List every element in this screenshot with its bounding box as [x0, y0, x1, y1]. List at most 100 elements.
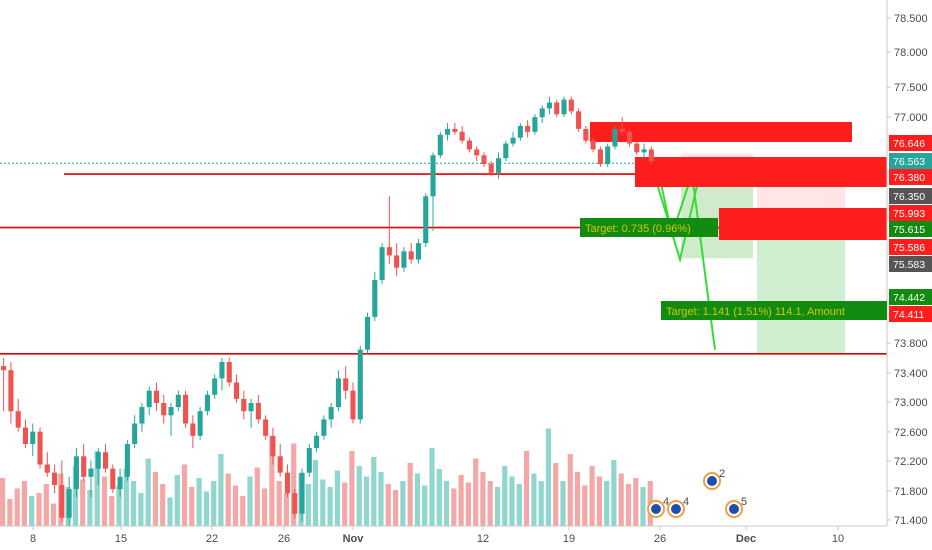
- price-tag: [889, 188, 932, 204]
- projection-path[interactable]: [659, 173, 716, 350]
- candle-body: [532, 117, 538, 132]
- volume-bar: [640, 487, 646, 526]
- volume-bar: [276, 481, 282, 526]
- event-badge[interactable]: 4: [647, 496, 669, 518]
- volume-bar: [80, 479, 86, 526]
- candle-body: [401, 251, 407, 268]
- volume-bar: [422, 485, 428, 526]
- candle-body: [423, 196, 429, 244]
- volume-bar: [247, 476, 253, 526]
- volume-bar: [371, 457, 377, 526]
- y-tick-label: 78.000: [894, 47, 928, 59]
- volume-bar: [7, 499, 13, 526]
- candle-body: [204, 394, 210, 412]
- volume-bar: [349, 451, 355, 526]
- candle-body: [190, 423, 196, 436]
- candle-body: [335, 378, 341, 408]
- candle-body: [226, 362, 232, 383]
- volume-bar: [414, 473, 420, 526]
- x-tick-label: Dec: [736, 533, 756, 545]
- x-tick-label: 12: [477, 533, 489, 545]
- stop-zone-box[interactable]: [635, 157, 887, 187]
- x-tick-label: 26: [654, 533, 666, 545]
- reward-box[interactable]: [757, 227, 845, 355]
- x-tick-label: 15: [115, 533, 127, 545]
- candle-body: [495, 158, 502, 173]
- volume-bar: [254, 467, 260, 526]
- volume-bar: [138, 493, 144, 526]
- candle-body: [386, 247, 392, 256]
- candle-body: [437, 134, 443, 156]
- candle-body: [81, 456, 87, 477]
- stop-zone-box[interactable]: [719, 208, 887, 240]
- volume-bar: [363, 476, 370, 526]
- volume-bar: [633, 478, 639, 526]
- candle-body: [66, 489, 72, 518]
- candle-body: [306, 448, 312, 473]
- flag-icon: [707, 476, 717, 486]
- candle-body: [576, 111, 582, 129]
- event-badges[interactable]: 4 4 2 5: [647, 468, 747, 518]
- price-tag: [889, 221, 932, 237]
- candle-body: [146, 390, 152, 408]
- volume-bar: [269, 436, 275, 526]
- candle-body: [102, 452, 109, 469]
- projection-path[interactable]: [651, 166, 701, 264]
- volume-bar: [378, 472, 384, 526]
- volume-bar: [596, 476, 602, 526]
- event-badge[interactable]: 5: [725, 496, 747, 518]
- target-label-box: [580, 218, 718, 237]
- volume-bar: [305, 484, 311, 526]
- volume-bar: [123, 469, 129, 526]
- y-tick-label: 73.000: [894, 397, 928, 409]
- candle-body: [597, 149, 603, 165]
- candle-body: [15, 411, 21, 428]
- candle-body: [517, 125, 523, 138]
- candle-body: [168, 407, 174, 416]
- volume-bar: [174, 475, 180, 526]
- candle-body: [612, 128, 618, 147]
- candle-body: [605, 146, 611, 165]
- flag-icon: [729, 504, 739, 514]
- price-tag: [889, 306, 932, 322]
- volume-bar: [29, 496, 35, 526]
- volume-bar: [465, 482, 471, 526]
- target-labels: Target: 0.735 (0.96%) Target: 1.141 (1.51…: [580, 218, 887, 320]
- price-tag-label: 74.442: [893, 292, 925, 304]
- volume-bar: [291, 443, 297, 526]
- volume-bar: [320, 479, 326, 526]
- stop-zone-box[interactable]: [590, 122, 852, 142]
- y-tick-label: 73.800: [894, 338, 928, 350]
- volume-bar: [50, 503, 57, 526]
- candle-body: [263, 419, 269, 436]
- volume-bar: [553, 463, 559, 526]
- candle-body: [299, 472, 305, 514]
- candle-body: [270, 435, 276, 457]
- candle-body: [73, 456, 79, 490]
- target-label-box: [661, 301, 887, 320]
- volume-bar: [225, 473, 231, 526]
- volume-bar: [160, 484, 166, 526]
- y-tick-label: 77.000: [894, 112, 928, 124]
- candle-body: [37, 431, 43, 465]
- volume-bar: [189, 487, 195, 526]
- volume-bar: [494, 487, 501, 526]
- candle-body: [590, 140, 596, 150]
- candle-body: [568, 99, 574, 112]
- event-badge[interactable]: 2: [703, 468, 725, 490]
- volume-bar: [101, 476, 108, 526]
- event-badge[interactable]: 4: [667, 496, 689, 518]
- volume-bar: [385, 484, 391, 526]
- candle-body: [503, 143, 509, 159]
- volume-bar: [94, 451, 100, 526]
- x-tick-label: 10: [832, 533, 844, 545]
- horizontal-levels[interactable]: [0, 122, 887, 355]
- x-tick-label: 22: [206, 533, 218, 545]
- volume-bar: [531, 473, 537, 526]
- volume-bar: [283, 493, 289, 526]
- volume-bar: [14, 488, 20, 526]
- volume-bar: [327, 487, 333, 526]
- candle-body: [626, 131, 633, 144]
- volume-bar: [240, 496, 246, 526]
